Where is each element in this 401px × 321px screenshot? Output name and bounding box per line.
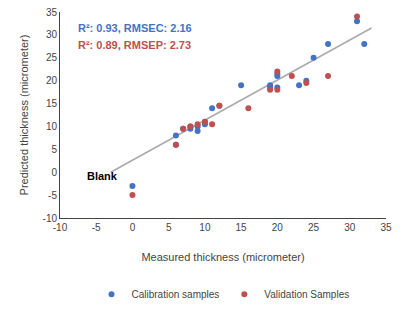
svg-text:30: 30 [344,222,356,233]
svg-text:Blank: Blank [87,170,118,182]
svg-text:25: 25 [308,222,320,233]
svg-text:20: 20 [272,222,284,233]
svg-text:20: 20 [46,75,58,86]
svg-text:Calibration samples: Calibration samples [132,289,220,300]
svg-text:5: 5 [51,144,57,155]
svg-text:Validation Samples: Validation Samples [264,289,349,300]
svg-text:-10: -10 [43,213,58,224]
svg-text:30: 30 [46,29,58,40]
svg-text:Predicted thickness (micromete: Predicted thickness (micrometer) [18,35,30,196]
svg-text:-5: -5 [48,190,57,201]
svg-text:-10: -10 [53,222,68,233]
svg-text:0: 0 [130,222,136,233]
svg-text:Measured thickness (micrometer: Measured thickness (micrometer) [141,251,304,263]
svg-text:35: 35 [46,7,58,18]
svg-text:R²: 0.93, RMSEC: 2.16: R²: 0.93, RMSEC: 2.16 [78,22,192,34]
svg-text:0: 0 [51,167,57,178]
svg-text:25: 25 [46,52,58,63]
svg-text:35: 35 [380,222,392,233]
svg-text:15: 15 [46,98,58,109]
svg-text:-5: -5 [92,222,101,233]
svg-text:10: 10 [199,222,211,233]
svg-text:5: 5 [166,222,172,233]
svg-text:10: 10 [46,121,58,132]
svg-text:R²: 0.89, RMSEP: 2.73: R²: 0.89, RMSEP: 2.73 [78,39,191,51]
svg-text:15: 15 [236,222,248,233]
